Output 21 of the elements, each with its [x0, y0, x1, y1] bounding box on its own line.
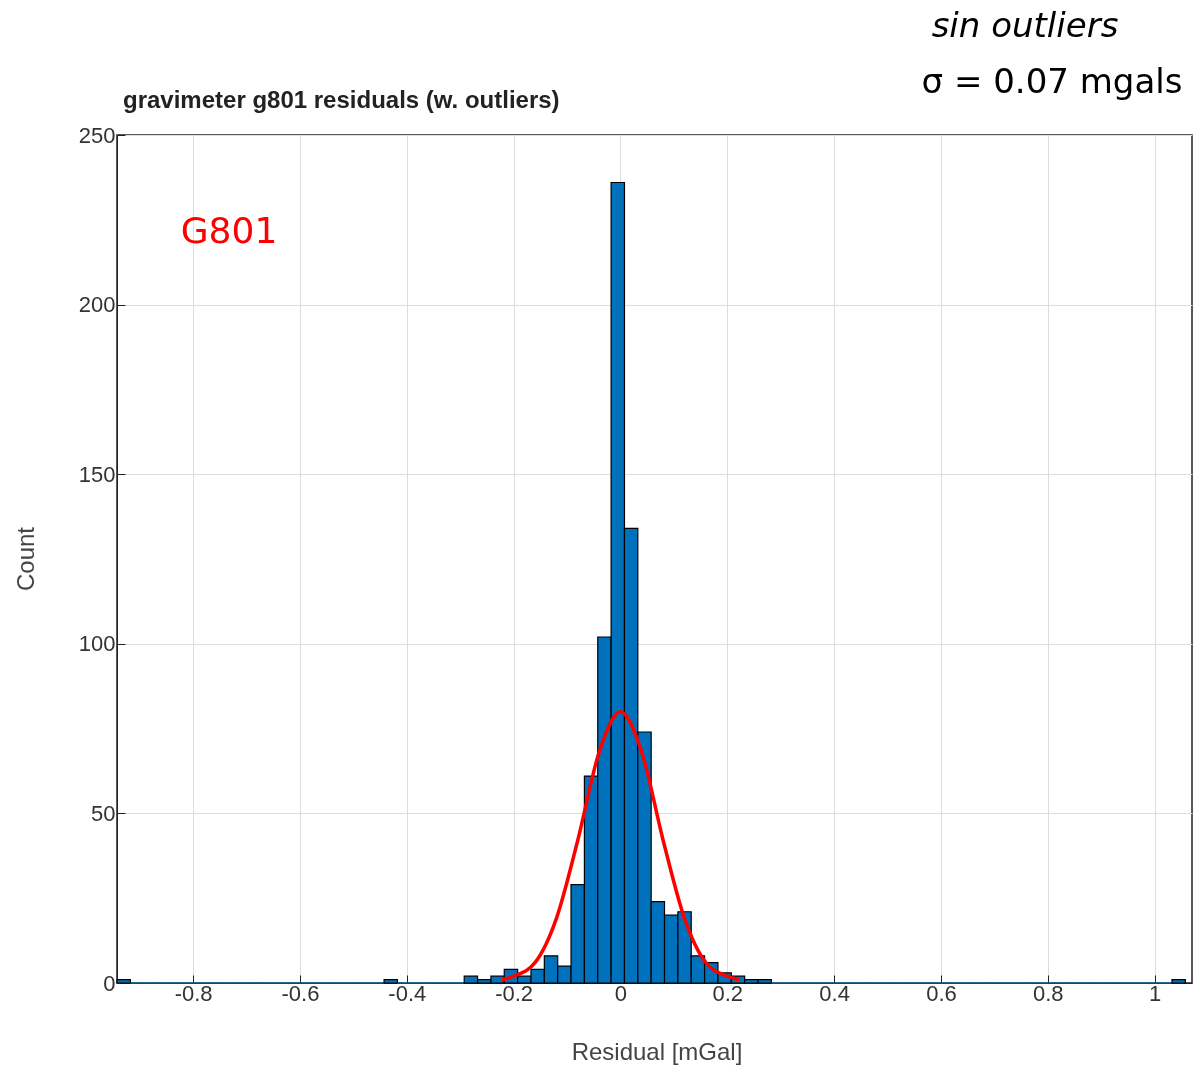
annotation: G801: [180, 210, 278, 251]
x-tick-label: 1: [1148, 980, 1162, 1006]
text: σ = 0.07 mgals: [921, 61, 1183, 101]
y-tick-label: 100: [78, 631, 116, 657]
x-tick-label: 0.6: [926, 980, 957, 1006]
x-tick-label: 0.2: [712, 980, 744, 1006]
x-tick-label: -0.2: [495, 980, 534, 1006]
y-tick-label: 50: [91, 800, 116, 826]
x-axis-title: Residual [mGal]: [571, 1038, 743, 1065]
x-tick-label: -0.6: [281, 980, 320, 1006]
y-axis-title: Count: [12, 526, 39, 592]
y-tick-label: 150: [78, 461, 116, 487]
x-tick-label: -0.4: [388, 980, 427, 1006]
y-tick-label: 200: [78, 292, 116, 318]
x-tick-label: 0.8: [1032, 980, 1064, 1006]
y-tick-label: 250: [78, 122, 116, 148]
x-tick-label: -0.8: [174, 980, 213, 1006]
chart-title: gravimeter g801 residuals (w. outliers): [123, 86, 560, 113]
x-tick-label: 0.4: [819, 980, 850, 1006]
text: sin outliers: [931, 5, 1119, 45]
x-tick-label: 0: [614, 980, 628, 1006]
